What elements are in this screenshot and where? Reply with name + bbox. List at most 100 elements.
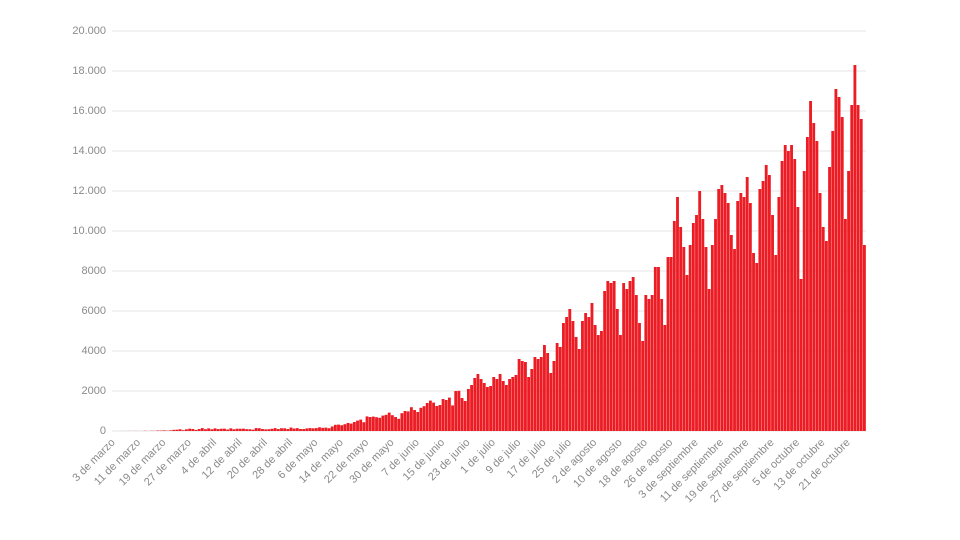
bar [733, 249, 736, 431]
bar [780, 161, 784, 431]
bar [302, 429, 306, 431]
bar [634, 295, 638, 431]
bar [752, 253, 755, 431]
bar [178, 429, 182, 431]
bar [280, 428, 283, 431]
bar [191, 428, 195, 431]
bar [828, 167, 831, 431]
bar [530, 369, 534, 431]
bar [273, 428, 277, 431]
bar [809, 101, 812, 431]
bar [321, 427, 325, 431]
bar [333, 424, 337, 431]
bar [235, 428, 239, 431]
bar [843, 219, 847, 431]
bar [305, 428, 309, 431]
bar [470, 385, 474, 431]
bar [650, 295, 654, 431]
bar [653, 267, 657, 431]
bar [200, 428, 204, 431]
bar [729, 235, 733, 431]
bar [685, 275, 689, 431]
bar [758, 189, 762, 431]
bar [419, 407, 423, 431]
bar [840, 117, 844, 431]
y-tick-label: 20.000 [72, 25, 106, 37]
bar [441, 399, 445, 431]
bar [786, 151, 790, 431]
bar [457, 390, 461, 431]
bar [555, 343, 559, 431]
bar [631, 277, 635, 431]
bar [476, 374, 480, 431]
bar [596, 335, 600, 431]
bar [720, 185, 724, 431]
bar [837, 97, 841, 431]
bar [790, 145, 793, 431]
bar [726, 203, 730, 431]
bar [226, 429, 230, 431]
bar [704, 247, 708, 431]
bar [590, 303, 594, 431]
bar [834, 89, 838, 431]
bar [397, 418, 401, 431]
bar [812, 123, 816, 431]
bar [400, 413, 404, 431]
bar [394, 417, 397, 431]
bar [267, 429, 271, 431]
bar [283, 428, 287, 431]
bar [375, 417, 378, 431]
bar [352, 422, 356, 431]
y-tick-label: 8000 [82, 265, 106, 277]
bar [299, 429, 302, 431]
bar [349, 423, 353, 431]
bar [435, 406, 439, 431]
bar [371, 416, 375, 431]
bar [850, 105, 854, 431]
bar [862, 245, 866, 431]
bar [362, 422, 366, 431]
bar [647, 299, 651, 431]
bar [248, 429, 252, 431]
bar [628, 281, 632, 431]
bar [783, 145, 787, 431]
bar [508, 379, 512, 431]
bar [194, 429, 198, 431]
y-tick-label: 18.000 [72, 65, 106, 77]
bar [318, 427, 321, 431]
bar [387, 412, 391, 431]
bar [821, 227, 825, 431]
bar [185, 429, 188, 431]
bar [466, 389, 470, 431]
bar [818, 193, 822, 431]
bar [745, 177, 749, 431]
bar [546, 353, 550, 431]
bar [238, 428, 242, 431]
bar [292, 428, 296, 431]
y-tick-label: 16.000 [72, 105, 106, 117]
bar [574, 337, 578, 431]
bar [378, 417, 382, 431]
bar [368, 417, 372, 431]
bar [622, 283, 626, 431]
bar [169, 430, 173, 431]
bar [359, 419, 363, 431]
bar [625, 289, 629, 431]
bar [793, 159, 797, 431]
bar [742, 197, 746, 431]
bar [571, 321, 575, 431]
bar [520, 361, 524, 431]
bar [609, 283, 613, 431]
bar [337, 424, 340, 431]
bar [695, 215, 698, 431]
bar [698, 191, 702, 431]
bar [603, 291, 607, 431]
bar [644, 295, 648, 431]
bar [587, 317, 591, 431]
bar [717, 189, 721, 431]
bar [460, 398, 464, 431]
bar [482, 383, 486, 431]
bar [859, 119, 863, 431]
bar [805, 137, 809, 431]
bar [764, 165, 768, 431]
